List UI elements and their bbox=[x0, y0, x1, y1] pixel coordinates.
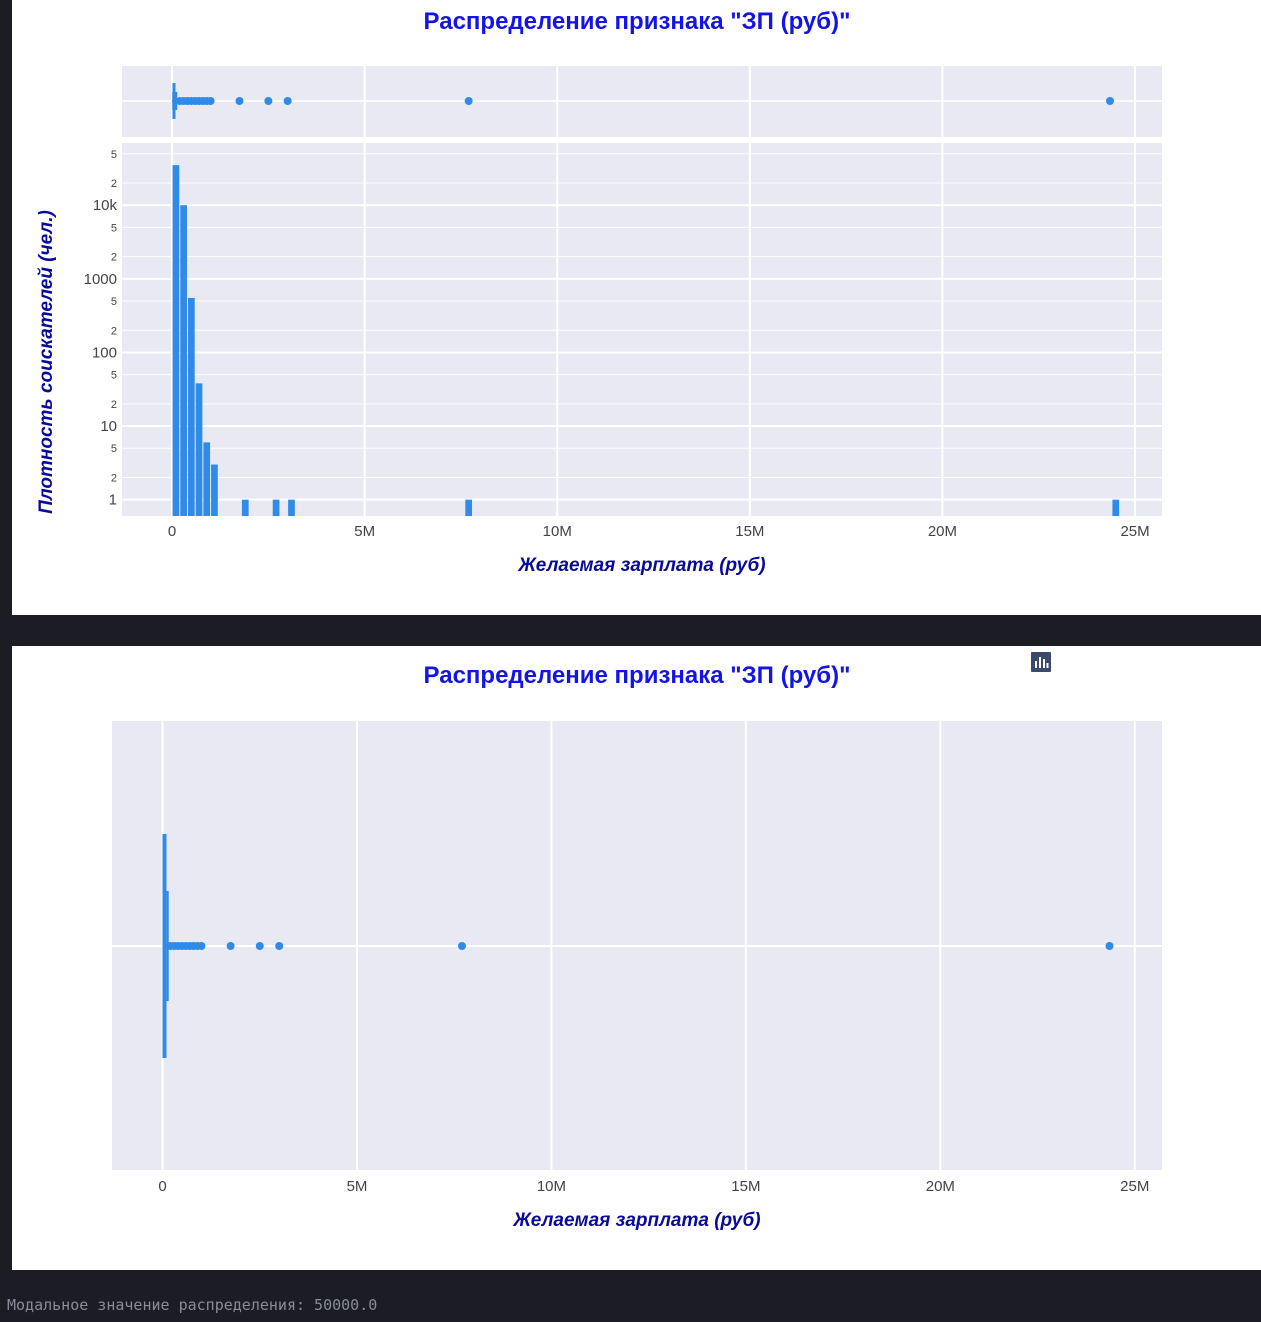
x-axis-label: Желаемая зарплата (руб) bbox=[512, 1210, 760, 1231]
y-minor-tick-label: 5 bbox=[111, 222, 117, 234]
zoom-out-icon[interactable] bbox=[1031, 652, 1171, 672]
x-tick-label: 15M bbox=[735, 523, 764, 540]
y-minor-tick-label: 5 bbox=[111, 296, 117, 308]
chart-title: Распределение признака "ЗП (руб)" bbox=[424, 8, 851, 35]
histogram-bar[interactable] bbox=[187, 297, 195, 516]
histogram-bar[interactable] bbox=[180, 205, 187, 516]
box-outlier-point[interactable] bbox=[458, 942, 466, 950]
chart-title: Распределение признака "ЗП (руб)" bbox=[424, 662, 851, 689]
histogram-bar[interactable] bbox=[272, 499, 280, 516]
box-outlier-point[interactable] bbox=[275, 942, 284, 950]
y-tick-label: 10 bbox=[100, 418, 117, 435]
y-minor-tick-label: 5 bbox=[111, 443, 117, 455]
y-tick-label: 1 bbox=[109, 492, 117, 509]
x-tick-label: 0 bbox=[158, 1178, 166, 1195]
y-minor-tick-label: 2 bbox=[111, 178, 117, 190]
zoom-in-icon[interactable] bbox=[1031, 652, 1141, 672]
plotly-logo-icon[interactable] bbox=[1031, 652, 1261, 672]
box-outlier-point[interactable] bbox=[235, 97, 244, 105]
histogram-bar[interactable] bbox=[203, 442, 211, 516]
x-tick-label: 25M bbox=[1120, 523, 1149, 540]
box-outlier-point[interactable] bbox=[255, 942, 264, 950]
x-tick-label: 5M bbox=[347, 1178, 368, 1195]
box-outlier-point[interactable] bbox=[264, 97, 273, 105]
box-outlier-point[interactable] bbox=[226, 942, 235, 950]
histogram-plot-area[interactable] bbox=[122, 143, 1162, 516]
modebar bbox=[1031, 652, 1261, 672]
histogram-chart-svg: Распределение признака "ЗП (руб)" 0 5M 10M… bbox=[36, 8, 1162, 576]
box-outlier-point[interactable] bbox=[283, 97, 292, 105]
zoom-icon[interactable] bbox=[1031, 652, 1081, 672]
x-tick-label: 15M bbox=[731, 1178, 760, 1195]
x-axis-label: Желаемая зарплата (руб) bbox=[517, 555, 765, 576]
histogram-bar[interactable] bbox=[211, 464, 218, 516]
home-icon[interactable] bbox=[1032, 652, 1231, 672]
box-outlier-point[interactable] bbox=[1105, 942, 1114, 950]
y-tick-label: 1000 bbox=[84, 271, 117, 288]
y-minor-tick-label: 5 bbox=[111, 149, 117, 161]
autoscale-icon[interactable] bbox=[1032, 652, 1201, 672]
x-tick-label: 10M bbox=[537, 1178, 566, 1195]
x-tick-label: 10M bbox=[543, 523, 572, 540]
box-outlier-point[interactable] bbox=[206, 97, 215, 105]
y-minor-tick-label: 2 bbox=[111, 399, 117, 411]
pan-icon[interactable] bbox=[1032, 652, 1111, 672]
histogram-bar[interactable] bbox=[1112, 499, 1120, 516]
y-tick-label: 10k bbox=[93, 197, 118, 214]
x-tick-label: 20M bbox=[926, 1178, 955, 1195]
y-minor-tick-label: 5 bbox=[111, 370, 117, 382]
y-axis-label: Плотность соискателей (чел.) bbox=[36, 210, 57, 514]
box-outlier-point[interactable] bbox=[464, 97, 473, 105]
histogram-panel: Распределение признака "ЗП (руб)" 0 5M 10M… bbox=[12, 0, 1261, 615]
x-tick-label: 20M bbox=[928, 523, 957, 540]
histogram-bar[interactable] bbox=[195, 383, 203, 516]
x-tick-label: 25M bbox=[1120, 1178, 1149, 1195]
console-output: Модальное значение распределения: 50000.… bbox=[7, 1296, 378, 1314]
x-tick-label: 0 bbox=[168, 523, 176, 540]
x-tick-label: 5M bbox=[354, 523, 375, 540]
box-outlier-point[interactable] bbox=[197, 942, 206, 950]
y-minor-tick-label: 2 bbox=[111, 252, 117, 264]
boxplot-panel: Распределение признака "ЗП (руб)" 0 5M 10M… bbox=[12, 646, 1261, 1270]
histogram-bar[interactable] bbox=[241, 499, 249, 516]
y-tick-label: 100 bbox=[92, 344, 117, 361]
box-outlier-point[interactable] bbox=[1106, 97, 1114, 105]
y-minor-tick-label: 2 bbox=[111, 325, 117, 337]
histogram-bar[interactable] bbox=[172, 165, 180, 516]
histogram-bar[interactable] bbox=[288, 499, 295, 516]
histogram-bar[interactable] bbox=[465, 499, 473, 516]
boxplot-chart-svg: Распределение признака "ЗП (руб)" 0 5M 10M… bbox=[112, 662, 1162, 1231]
y-minor-tick-label: 2 bbox=[111, 473, 117, 485]
